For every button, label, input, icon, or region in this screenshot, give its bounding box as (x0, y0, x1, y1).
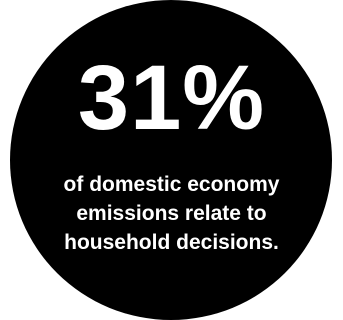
caption-line-2: emissions relate to (76, 202, 267, 225)
stat-value: 31% (77, 47, 266, 149)
stat-caption: of domestic economy emissions relate to … (0, 170, 343, 257)
stat-circle (10, 0, 332, 320)
caption-line-1: of domestic economy (63, 173, 280, 196)
caption-line-3: household decisions. (64, 231, 279, 254)
